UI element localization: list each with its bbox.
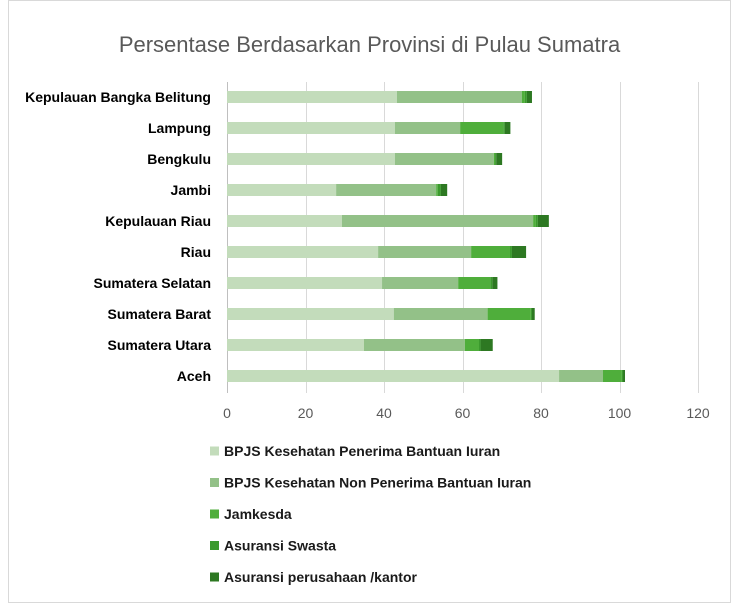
x-tick-label-100: 100 <box>608 405 632 421</box>
bar-kepulauan-riau-bpjs-kesehatan-penerima-bantuan-iuran <box>227 215 342 227</box>
bar-sumatera-barat-asuransi-perusahaan-kantor <box>531 308 535 320</box>
bar-sumatera-selatan-bpjs-kesehatan-penerima-bantuan-iuran <box>227 277 383 289</box>
bar-lampung-bpjs-kesehatan-penerima-bantuan-iuran <box>227 122 395 134</box>
bars <box>227 91 625 382</box>
category-label-jambi: Jambi <box>171 182 211 198</box>
bar-kepulauan-riau-asuransi-perusahaan-kantor <box>537 215 549 227</box>
legend-swatch-asuransi-perusahaan-kantor <box>210 572 219 582</box>
category-label-sumatera-barat: Sumatera Barat <box>108 306 212 322</box>
bar-kepulauan-bangka-belitung-bpjs-kesehatan-non-penerima-bantuan-iuran <box>396 91 522 103</box>
bar-kepulauan-bangka-belitung-bpjs-kesehatan-penerima-bantuan-iuran <box>227 91 397 103</box>
legend-entry-asuransi-swasta: Asuransi Swasta <box>210 538 336 554</box>
bar-kepulauan-riau-jamkesda <box>533 215 536 227</box>
legend-swatch-asuransi-swasta <box>210 541 219 550</box>
bar-lampung-asuransi-perusahaan-kantor <box>504 122 511 134</box>
legend-entry-bpjs-kesehatan-non-penerima-bantuan-iuran: BPJS Kesehatan Non Penerima Bantuan Iura… <box>210 475 531 491</box>
bar-bengkulu-asuransi-perusahaan-kantor <box>496 153 503 165</box>
bar-sumatera-selatan-asuransi-perusahaan-kantor <box>492 277 498 289</box>
category-label-riau: Riau <box>181 244 211 260</box>
category-label-lampung: Lampung <box>148 120 211 136</box>
bar-sumatera-utara-bpjs-kesehatan-non-penerima-bantuan-iuran <box>363 339 465 351</box>
bar-sumatera-utara-asuransi-swasta <box>478 339 481 351</box>
x-tick-label-20: 20 <box>298 405 314 421</box>
bar-riau-jamkesda <box>471 246 510 258</box>
x-axis-tick-labels: 0 20 40 60 80 100 120 <box>223 405 710 421</box>
x-tick-label-80: 80 <box>533 405 549 421</box>
legend-entry-bpjs-kesehatan-penerima-bantuan-iuran: BPJS Kesehatan Penerima Bantuan Iuran <box>210 443 500 459</box>
bar-jambi-bpjs-kesehatan-non-penerima-bantuan-iuran <box>336 184 437 196</box>
bar-riau-bpjs-kesehatan-penerima-bantuan-iuran <box>227 246 379 258</box>
bar-aceh-asuransi-swasta <box>621 370 624 382</box>
bar-sumatera-utara-bpjs-kesehatan-penerima-bantuan-iuran <box>227 339 364 351</box>
bar-kepulauan-riau-asuransi-swasta <box>535 215 538 227</box>
bar-kepulauan-bangka-belitung-jamkesda <box>521 91 525 103</box>
bar-sumatera-utara-jamkesda <box>464 339 479 351</box>
category-label-kepulauan-riau: Kepulauan Riau <box>105 213 211 229</box>
bar-jambi-jamkesda <box>436 184 438 196</box>
bar-jambi-bpjs-kesehatan-penerima-bantuan-iuran <box>227 184 337 196</box>
bar-aceh-jamkesda <box>603 370 622 382</box>
bar-sumatera-selatan-bpjs-kesehatan-non-penerima-bantuan-iuran <box>382 277 459 289</box>
legend-swatch-bpjs-kesehatan-penerima-bantuan-iuran <box>210 446 219 456</box>
bar-sumatera-barat-jamkesda <box>487 308 531 320</box>
bar-bengkulu-bpjs-kesehatan-non-penerima-bantuan-iuran <box>394 153 494 165</box>
bar-kepulauan-bangka-belitung-asuransi-perusahaan-kantor <box>526 91 532 103</box>
bar-sumatera-selatan-jamkesda <box>458 277 491 289</box>
legend: BPJS Kesehatan Penerima Bantuan Iuran BPJ… <box>210 443 531 585</box>
category-label-aceh: Aceh <box>177 368 211 384</box>
legend-entry-asuransi-perusahaan-kantor: Asuransi perusahaan /kantor <box>210 569 418 585</box>
bar-bengkulu-jamkesda <box>493 153 496 165</box>
bar-sumatera-selatan-asuransi-swasta <box>490 277 493 289</box>
bar-aceh-asuransi-perusahaan-kantor <box>623 370 625 382</box>
legend-label-bpjs-kesehatan-penerima-bantuan-iuran: BPJS Kesehatan Penerima Bantuan Iuran <box>224 443 500 459</box>
bar-sumatera-utara-asuransi-perusahaan-kantor <box>480 339 493 351</box>
bar-bengkulu-asuransi-swasta <box>495 153 497 165</box>
bar-kepulauan-bangka-belitung-asuransi-swasta <box>524 91 527 103</box>
x-tick-label-40: 40 <box>376 405 392 421</box>
category-label-kepulauan-bangka-belitung: Kepulauan Bangka Belitung <box>25 89 211 105</box>
category-label-sumatera-selatan: Sumatera Selatan <box>94 275 212 291</box>
bar-bengkulu-bpjs-kesehatan-penerima-bantuan-iuran <box>227 153 395 165</box>
bar-kepulauan-riau-bpjs-kesehatan-non-penerima-bantuan-iuran <box>342 215 534 227</box>
bar-riau-asuransi-swasta <box>509 246 512 258</box>
legend-label-jamkesda: Jamkesda <box>224 506 292 522</box>
bar-sumatera-barat-bpjs-kesehatan-penerima-bantuan-iuran <box>227 308 394 320</box>
bar-sumatera-barat-asuransi-swasta <box>530 308 532 320</box>
category-labels: Kepulauan Bangka Belitung Lampung Bengkulu… <box>25 89 211 384</box>
category-label-bengkulu: Bengkulu <box>147 151 211 167</box>
bar-riau-asuransi-perusahaan-kantor <box>511 246 527 258</box>
bar-aceh-bpjs-kesehatan-penerima-bantuan-iuran <box>227 370 560 382</box>
x-tick-label-60: 60 <box>455 405 471 421</box>
category-label-sumatera-utara: Sumatera Utara <box>108 337 212 353</box>
legend-label-bpjs-kesehatan-non-penerima-bantuan-iuran: BPJS Kesehatan Non Penerima Bantuan Iura… <box>224 475 531 491</box>
x-tick-label-0: 0 <box>223 405 231 421</box>
legend-swatch-jamkesda <box>210 509 219 519</box>
bar-aceh-bpjs-kesehatan-non-penerima-bantuan-iuran <box>559 370 604 382</box>
bar-lampung-jamkesda <box>460 122 504 134</box>
x-tick-label-120: 120 <box>686 405 710 421</box>
legend-label-asuransi-swasta: Asuransi Swasta <box>224 538 336 554</box>
bar-jambi-asuransi-perusahaan-kantor <box>440 184 448 196</box>
chart-title: Persentase Berdasarkan Provinsi di Pulau… <box>119 32 621 57</box>
legend-entry-jamkesda: Jamkesda <box>210 506 292 522</box>
legend-swatch-bpjs-kesehatan-non-penerima-bantuan-iuran <box>210 478 219 487</box>
legend-label-asuransi-perusahaan-kantor: Asuransi perusahaan /kantor <box>224 569 418 585</box>
bar-riau-bpjs-kesehatan-non-penerima-bantuan-iuran <box>378 246 472 258</box>
bar-lampung-asuransi-swasta <box>503 122 505 134</box>
bar-lampung-bpjs-kesehatan-non-penerima-bantuan-iuran <box>394 122 461 134</box>
bar-sumatera-barat-bpjs-kesehatan-non-penerima-bantuan-iuran <box>393 308 488 320</box>
bar-jambi-asuransi-swasta <box>437 184 441 196</box>
